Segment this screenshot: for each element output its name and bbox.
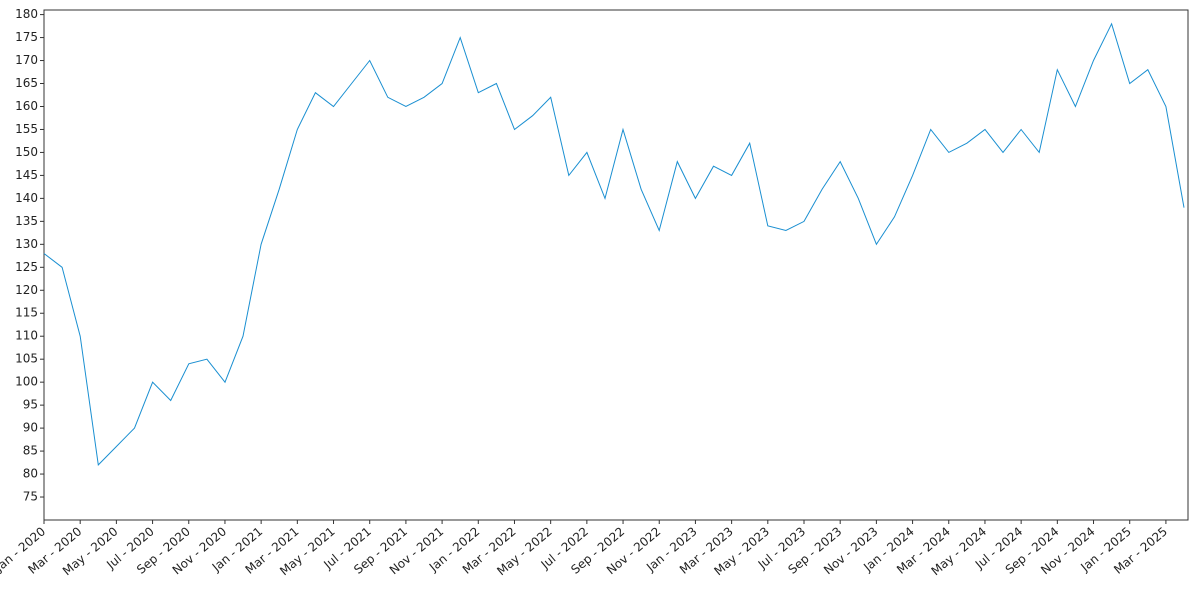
y-tick-label: 175 — [15, 30, 38, 44]
y-tick-label: 85 — [23, 444, 38, 458]
y-tick-label: 95 — [23, 398, 38, 412]
y-tick-label: 75 — [23, 490, 38, 504]
y-tick-label: 125 — [15, 260, 38, 274]
y-tick-label: 100 — [15, 375, 38, 389]
y-tick-label: 165 — [15, 76, 38, 90]
y-tick-label: 135 — [15, 214, 38, 228]
y-tick-label: 130 — [15, 237, 38, 251]
y-tick-label: 145 — [15, 168, 38, 182]
y-tick-label: 105 — [15, 352, 38, 366]
y-tick-label: 160 — [15, 99, 38, 113]
y-tick-label: 80 — [23, 467, 38, 481]
plot-frame — [43, 9, 1189, 521]
y-tick-label: 120 — [15, 283, 38, 297]
y-tick-label: 155 — [15, 122, 38, 136]
y-tick-label: 115 — [15, 306, 38, 320]
y-tick-label: 150 — [15, 145, 38, 159]
y-tick-label: 170 — [15, 53, 38, 67]
price-line — [43, 22, 1185, 466]
y-tick-label: 110 — [15, 329, 38, 343]
y-tick-label: 140 — [15, 191, 38, 205]
y-tick-label: 180 — [15, 7, 38, 21]
y-tick-label: 90 — [23, 421, 38, 435]
